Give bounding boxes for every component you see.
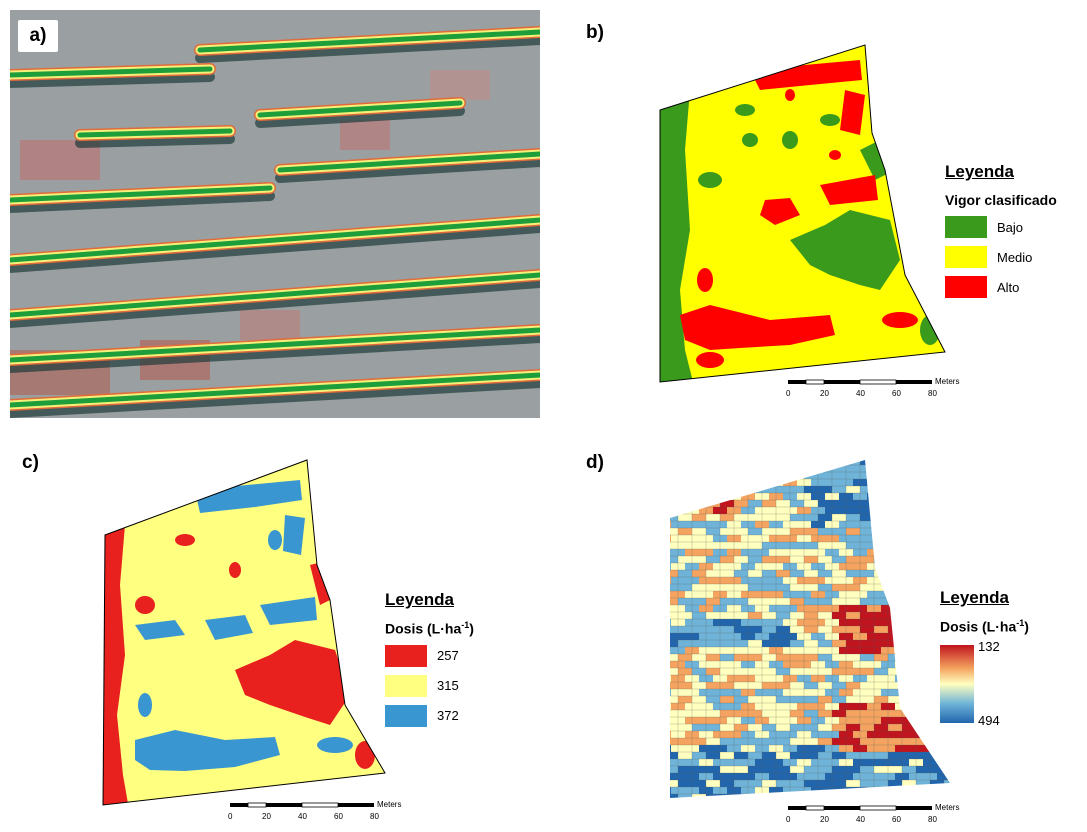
scale-bar-c: Meters 0 20 40 60 80 [228,800,410,826]
swatch-alto [945,276,987,298]
panel-label-a-text: a) [29,25,47,46]
ramp-label-top: 132 [978,638,1000,654]
dose-continuous-map [670,460,950,798]
legend-subtitle-text: Dosis (L·ha [940,618,1017,635]
scale-unit: Meters [935,803,960,812]
scale-tick: 80 [928,815,937,824]
scale-tick: 20 [820,815,829,824]
scale-tick: 60 [334,812,343,821]
swatch-372 [385,704,427,727]
scale-tick: 40 [856,815,865,824]
legend-subtitle: Dosis (L·ha-1) [940,618,1029,635]
scale-tick: 60 [892,389,901,398]
legend-item-315: 315 [385,674,474,697]
legend-dose-continuous: Leyenda Dosis (L·ha-1) 132 494 [940,588,1029,728]
legend-subtitle-end: ) [469,620,474,637]
aerial-vineyard-image [10,10,540,418]
scale-tick: 0 [228,812,233,821]
ramp-label-bottom: 494 [978,712,1000,728]
legend-item-257: 257 [385,644,474,667]
legend-title: Leyenda [945,162,1014,181]
legend-label-372: 372 [437,708,459,724]
panel-label-c: c) [22,452,39,473]
panel-label-d: d) [586,452,604,473]
swatch-medio [945,246,987,268]
panel-label-a-bg: a) [18,20,58,52]
legend-subtitle: Vigor clasificado [945,192,1057,208]
scale-tick: 80 [928,389,937,398]
scale-bar-d: Meters 0 20 40 60 80 [786,803,960,829]
scale-tick: 80 [370,812,379,821]
legend-item-372: 372 [385,704,474,727]
legend-subtitle-superscript: -1 [1016,618,1025,628]
legend-item-bajo: Bajo [945,216,1057,238]
swatch-257 [385,644,427,667]
legend-subtitle-superscript: -1 [461,620,470,630]
swatch-315 [385,674,427,697]
legend-label-315: 315 [437,678,459,694]
scale-unit: Meters [377,800,402,809]
legend-label-alto: Alto [997,279,1020,295]
legend-vigor: Leyenda Vigor clasificado Bajo Medio Alt… [945,162,1057,298]
legend-label-medio: Medio [997,249,1033,265]
legend-item-medio: Medio [945,246,1057,268]
legend-label-257: 257 [437,648,459,664]
scale-tick: 0 [786,389,791,398]
panel-label-b: b) [586,22,604,43]
dose-zone-map [102,459,386,806]
scale-tick: 20 [820,389,829,398]
legend-subtitle-text: Dosis (L·ha [385,620,462,637]
legend-title: Leyenda [385,590,454,609]
legend-subtitle-end: ) [1024,618,1029,635]
legend-subtitle: Dosis (L·ha-1) [385,620,474,637]
legend-title: Leyenda [940,588,1009,607]
scale-unit: Meters [935,377,960,386]
scale-tick: 40 [856,389,865,398]
legend-dose-zones: Leyenda Dosis (L·ha-1) 257 315 372 [385,590,474,727]
legend-item-alto: Alto [945,276,1057,298]
legend-label-bajo: Bajo [997,219,1024,235]
vigor-map [659,44,946,383]
scale-tick: 40 [298,812,307,821]
scale-tick: 0 [786,815,791,824]
swatch-bajo [945,216,987,238]
scale-bar-b: Meters 0 20 40 60 80 [786,377,960,403]
color-ramp [940,644,974,723]
scale-tick: 20 [262,812,271,821]
scale-tick: 60 [892,815,901,824]
